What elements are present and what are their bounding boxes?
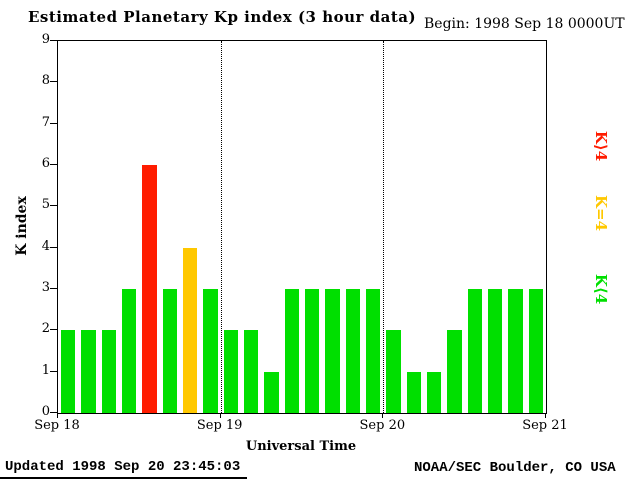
y-tick-mark	[50, 205, 57, 207]
y-tick-label: 3	[41, 280, 50, 295]
x-tick-label: Sep 21	[522, 418, 568, 433]
kp-bar	[406, 371, 422, 413]
day-boundary-gridline	[383, 41, 385, 413]
y-tick-label: 4	[41, 238, 50, 254]
kp-bar	[101, 330, 117, 413]
kp-bar	[467, 289, 483, 413]
x-tick-mark	[545, 413, 546, 418]
kp-bar	[508, 289, 523, 413]
kp-bar	[426, 371, 442, 413]
kp-bar	[121, 289, 137, 413]
kp-bar	[365, 289, 381, 413]
kp-bar	[345, 289, 361, 413]
y-tick-mark	[50, 164, 57, 165]
y-tick-label: 6	[41, 156, 50, 171]
y-tick-label: 2	[41, 321, 50, 337]
credit-label: NOAA/SEC Boulder, CO USA	[414, 460, 616, 476]
chart-title: Estimated Planetary Kp index (3 hour dat…	[28, 8, 417, 26]
y-tick-mark	[50, 412, 57, 413]
y-tick-label: 9	[41, 32, 50, 47]
kp-bar	[162, 289, 178, 413]
kp-bar	[325, 289, 340, 413]
legend-k-below-4: K⟨4	[592, 273, 610, 305]
kp-bar	[243, 330, 259, 413]
updated-timestamp: Updated 1998 Sep 20 23:45:03	[5, 459, 241, 475]
y-tick-label: 8	[41, 73, 50, 89]
y-tick-mark	[50, 122, 57, 124]
x-tick-mark	[382, 413, 384, 418]
kp-bar	[386, 330, 401, 413]
begin-timestamp-label: Begin: 1998 Sep 18 0000UT	[424, 16, 625, 32]
kp-bar	[284, 289, 300, 413]
kp-bar	[447, 330, 462, 413]
x-tick-label: Sep 20	[359, 418, 406, 433]
x-tick-mark	[57, 413, 58, 418]
kp-bar	[223, 330, 239, 413]
y-tick-label: 1	[41, 362, 50, 378]
kp-bar	[142, 165, 157, 413]
y-tick-mark	[50, 288, 57, 289]
kp-bar	[304, 289, 320, 413]
x-tick-label: Sep 18	[34, 418, 80, 433]
y-tick-label: 0	[41, 404, 50, 419]
y-tick-mark	[50, 329, 57, 331]
y-tick-mark	[50, 246, 57, 248]
plot-area	[57, 40, 547, 414]
kp-bar	[528, 289, 544, 413]
legend-k-above-4: K⟩4	[592, 130, 610, 162]
kp-bar	[81, 330, 96, 413]
y-tick-label: 5	[41, 197, 50, 213]
x-axis-label: Universal Time	[245, 439, 357, 454]
y-tick-label: 7	[41, 114, 50, 130]
x-tick-label: Sep 19	[196, 418, 243, 433]
kp-bar	[203, 289, 218, 413]
kp-bar	[264, 371, 279, 413]
bottom-rule	[0, 477, 247, 479]
kp-bar	[60, 330, 76, 413]
kp-bar	[182, 247, 198, 413]
y-tick-mark	[50, 40, 57, 41]
x-tick-mark	[219, 413, 221, 418]
day-boundary-gridline	[220, 41, 222, 413]
y-tick-mark	[50, 81, 57, 83]
kp-bar	[487, 289, 503, 413]
y-tick-mark	[50, 370, 57, 372]
y-axis-label: K index	[14, 196, 30, 256]
legend-k-equal-4: K=4	[592, 194, 610, 232]
